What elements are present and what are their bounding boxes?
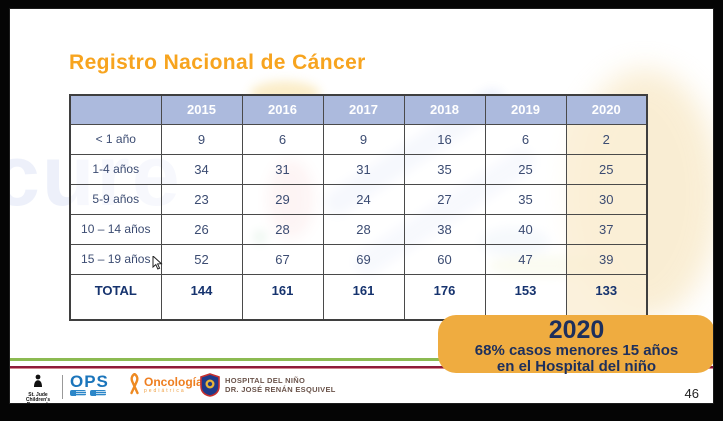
callout-line2: en el Hospital del niño [496, 358, 657, 375]
table-row: 15 – 19 años 52 67 69 60 47 39 [69, 243, 648, 275]
value-cell: 37 [565, 213, 648, 245]
value-cell: 176 [403, 273, 486, 321]
row-label: 1-4 años [69, 153, 162, 185]
value-cell: 6 [241, 123, 324, 155]
table-header-row: 2015 2016 2017 2018 2019 2020 [69, 94, 648, 125]
value-cell: 133 [565, 273, 648, 321]
corner-cell [69, 94, 162, 125]
hospital-shield-icon [200, 373, 220, 397]
table-row: TOTAL 144 161 161 176 153 133 [69, 273, 648, 321]
value-cell: 24 [322, 183, 405, 215]
table-row: 10 – 14 años 26 28 28 38 40 37 [69, 213, 648, 245]
oncologia-sublabel: pediátrica [144, 388, 186, 394]
st-jude-child-icon [34, 374, 42, 387]
row-label: 5-9 años [69, 183, 162, 215]
maroon-stripe [10, 366, 713, 369]
value-cell: 27 [403, 183, 486, 215]
table-row: 1-4 años 34 31 31 35 25 25 [69, 153, 648, 185]
value-cell: 161 [241, 273, 324, 321]
value-cell: 29 [241, 183, 324, 215]
green-stripe [10, 358, 713, 361]
ops-emblems [70, 390, 109, 396]
ops-emblem-icon [90, 390, 106, 396]
value-cell: 35 [484, 183, 567, 215]
value-cell: 28 [241, 213, 324, 245]
value-cell: 60 [403, 243, 486, 275]
value-cell: 6 [484, 123, 567, 155]
value-cell: 25 [484, 153, 567, 185]
value-cell: 47 [484, 243, 567, 275]
st-jude-logo: St. Jude Children's Research Hospital [19, 374, 57, 404]
value-cell: 23 [160, 183, 243, 215]
hospital-del-nino-logo: HOSPITAL DEL NIÑO DR. JOSÉ RENÁN ESQUIVE… [200, 373, 336, 397]
row-label: 10 – 14 años [69, 213, 162, 245]
value-cell: 52 [160, 243, 243, 275]
value-cell: 16 [403, 123, 486, 155]
value-cell: 25 [565, 153, 648, 185]
hospital-label-2: DR. JOSÉ RENÁN ESQUIVEL [225, 385, 336, 394]
value-cell: 31 [241, 153, 324, 185]
value-cell: 34 [160, 153, 243, 185]
ops-label: OPS [70, 372, 109, 391]
value-cell: 2 [565, 123, 648, 155]
value-cell: 9 [160, 123, 243, 155]
year-header: 2018 [403, 94, 486, 125]
ops-emblem-icon [70, 390, 86, 396]
value-cell: 30 [565, 183, 648, 215]
year-header: 2016 [241, 94, 324, 125]
value-cell: 144 [160, 273, 243, 321]
st-jude-label-2: Research Hospital [27, 403, 50, 404]
oncologia-label: Oncología [144, 375, 203, 389]
callout-year: 2020 [548, 316, 605, 344]
value-cell: 28 [322, 213, 405, 245]
ops-logo: OPS [70, 372, 109, 396]
value-cell: 161 [322, 273, 405, 321]
2020-callout: 2020 68% casos menores 15 años en el Hos… [438, 315, 713, 375]
page-title: Registro Nacional de Cáncer [69, 51, 366, 74]
mouse-cursor-icon [152, 256, 163, 270]
year-header: 2017 [322, 94, 405, 125]
value-cell: 31 [322, 153, 405, 185]
oncologia-logo: Oncología pediátrica [128, 373, 203, 397]
awareness-ribbon-icon [130, 373, 139, 395]
cancer-registry-table: 2015 2016 2017 2018 2019 2020 < 1 año 9 6 9 16 6 2 1… [69, 94, 648, 321]
value-cell: 9 [322, 123, 405, 155]
year-header: 2015 [160, 94, 243, 125]
page-number: 46 [684, 386, 699, 401]
hospital-label-1: HOSPITAL DEL NIÑO [225, 376, 306, 385]
footer-divider [62, 375, 63, 399]
row-label: < 1 año [69, 123, 162, 155]
row-label: TOTAL [69, 273, 162, 321]
value-cell: 38 [403, 213, 486, 245]
slide: cure Registro Nacional de Cáncer 2015201… [9, 8, 714, 404]
callout-line1: 68% casos menores 15 años [474, 342, 679, 359]
value-cell: 35 [403, 153, 486, 185]
value-cell: 67 [241, 243, 324, 275]
value-cell: 39 [565, 243, 648, 275]
table-row: 5-9 años 23 29 24 27 35 30 [69, 183, 648, 215]
value-cell: 69 [322, 243, 405, 275]
year-header: 2019 [484, 94, 567, 125]
table-row: < 1 año 9 6 9 16 6 2 [69, 123, 648, 155]
st-jude-label-1: St. Jude Children's [25, 392, 51, 403]
value-cell: 153 [484, 273, 567, 321]
row-label: 15 – 19 años [69, 243, 162, 275]
value-cell: 26 [160, 213, 243, 245]
value-cell: 40 [484, 213, 567, 245]
year-header: 2020 [565, 94, 648, 125]
logo-footer: St. Jude Children's Research Hospital OP… [10, 371, 713, 404]
